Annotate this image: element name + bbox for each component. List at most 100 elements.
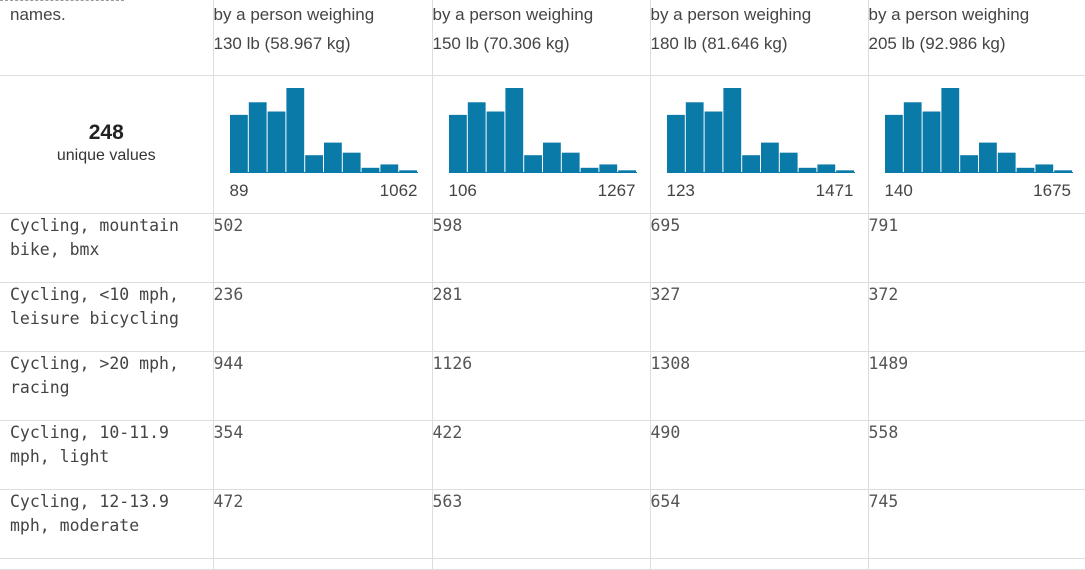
histogram-bar[interactable] xyxy=(798,167,816,171)
histogram-bar[interactable] xyxy=(685,102,703,172)
histogram-bar[interactable] xyxy=(885,114,903,171)
histogram-cell: 123 1471 xyxy=(650,75,868,213)
value-cell: 1126 xyxy=(432,351,650,420)
histogram-bar[interactable] xyxy=(667,114,685,171)
value-cell: 372 xyxy=(868,282,1085,351)
value-cell: 944 xyxy=(213,351,432,420)
value-cell: 490 xyxy=(650,420,868,489)
row-name-cell: Cycling, <10 mph, leisure bicycling xyxy=(0,282,213,351)
column-header-line1: by a person weighing xyxy=(433,0,650,29)
histogram-bar[interactable] xyxy=(361,167,379,171)
histogram-bar[interactable] xyxy=(704,111,722,171)
histogram-bar[interactable] xyxy=(903,102,921,172)
histogram-svg xyxy=(449,87,637,173)
histogram-bar[interactable] xyxy=(230,114,248,171)
value-cell: 791 xyxy=(868,213,1085,282)
row-name-cell: Cycling, 12-13.9 mph, moderate xyxy=(0,489,213,558)
histogram-bar[interactable] xyxy=(248,102,266,172)
histogram-svg xyxy=(230,87,418,173)
histogram-bar[interactable] xyxy=(761,142,779,171)
table-row[interactable]: Cycling, <10 mph, leisure bicycling 236 … xyxy=(0,282,1085,351)
value-cell: 502 xyxy=(213,213,432,282)
histogram-min-label: 89 xyxy=(230,179,249,203)
column-header-line1: by a person weighing xyxy=(214,0,432,29)
histogram-cell: 89 1062 xyxy=(213,75,432,213)
value-cell: 1308 xyxy=(650,351,868,420)
histogram-bar[interactable] xyxy=(399,170,417,172)
histogram-cell: 106 1267 xyxy=(432,75,650,213)
column-header-line2: 130 lb (58.967 kg) xyxy=(214,29,432,58)
column-header-150lb[interactable]: by a person weighing 150 lb (70.306 kg) xyxy=(432,0,650,75)
histogram-bar[interactable] xyxy=(979,142,997,171)
histogram-bar[interactable] xyxy=(960,155,978,172)
table-row[interactable]: Cycling, 10-11.9 mph, light 354 422 490 … xyxy=(0,420,1085,489)
histogram-bar[interactable] xyxy=(997,152,1015,171)
unique-caption: unique values xyxy=(0,146,213,166)
histogram-bar[interactable] xyxy=(817,164,835,172)
value-cell: 654 xyxy=(650,489,868,558)
histogram-bar[interactable] xyxy=(836,170,854,172)
histogram-bar[interactable] xyxy=(618,170,636,172)
value-cell: 558 xyxy=(868,420,1085,489)
histogram-bar[interactable] xyxy=(580,167,598,171)
column-header-names[interactable]: names. xyxy=(0,0,213,75)
row-name-cell: Cycling, >20 mph, racing xyxy=(0,351,213,420)
histogram-bar[interactable] xyxy=(449,114,467,171)
summary-row: 248 unique values 89 1062 106 1267 123 1… xyxy=(0,75,1085,213)
histogram-bar[interactable] xyxy=(486,111,504,171)
histogram-svg xyxy=(667,87,855,173)
histogram-bar[interactable] xyxy=(561,152,579,171)
histogram-bar[interactable] xyxy=(1016,167,1034,171)
value-cell: 1489 xyxy=(868,351,1085,420)
histogram-bar[interactable] xyxy=(324,142,342,171)
header-row: names. by a person weighing 130 lb (58.9… xyxy=(0,0,1085,75)
histogram-bar[interactable] xyxy=(543,142,561,171)
histogram-bar[interactable] xyxy=(380,164,398,172)
histogram-bar[interactable] xyxy=(524,155,542,172)
value-cell: 422 xyxy=(432,420,650,489)
column-header-label: names. xyxy=(10,5,66,24)
histogram-bar[interactable] xyxy=(1035,164,1053,172)
table-row[interactable]: Cycling, mountain bike, bmx 502 598 695 … xyxy=(0,213,1085,282)
value-cell: 281 xyxy=(432,282,650,351)
histogram-bar[interactable] xyxy=(922,111,940,171)
column-header-line2: 150 lb (70.306 kg) xyxy=(433,29,650,58)
table-row[interactable]: Cycling, >20 mph, racing 944 1126 1308 1… xyxy=(0,351,1085,420)
histogram-bar[interactable] xyxy=(342,152,360,171)
value-cell: 598 xyxy=(432,213,650,282)
histogram-min-label: 106 xyxy=(449,179,477,203)
histogram-bar[interactable] xyxy=(286,88,304,172)
histogram-chart[interactable] xyxy=(449,87,637,173)
column-header-line1: by a person weighing xyxy=(651,0,868,29)
value-cell: 236 xyxy=(213,282,432,351)
histogram-range: 123 1471 xyxy=(667,179,854,203)
column-header-180lb[interactable]: by a person weighing 180 lb (81.646 kg) xyxy=(650,0,868,75)
histogram-min-label: 123 xyxy=(667,179,695,203)
histogram-range: 89 1062 xyxy=(230,179,418,203)
histogram-bar[interactable] xyxy=(305,155,323,172)
histogram-chart[interactable] xyxy=(230,87,418,173)
column-header-line2: 180 lb (81.646 kg) xyxy=(651,29,868,58)
histogram-chart[interactable] xyxy=(885,87,1073,173)
histogram-bar[interactable] xyxy=(505,88,523,172)
histogram-max-label: 1267 xyxy=(598,179,636,203)
table-row[interactable]: Cycling, 12-13.9 mph, moderate 472 563 6… xyxy=(0,489,1085,558)
histogram-bar[interactable] xyxy=(941,88,959,172)
histogram-bar[interactable] xyxy=(599,164,617,172)
histogram-bar[interactable] xyxy=(779,152,797,171)
histogram-bar[interactable] xyxy=(742,155,760,172)
histogram-svg xyxy=(885,87,1073,173)
histogram-bar[interactable] xyxy=(467,102,485,172)
histogram-bar[interactable] xyxy=(1054,170,1072,172)
histogram-bar[interactable] xyxy=(723,88,741,172)
value-cell: 745 xyxy=(868,489,1085,558)
row-name-cell: Cycling, mountain bike, bmx xyxy=(0,213,213,282)
column-header-130lb[interactable]: by a person weighing 130 lb (58.967 kg) xyxy=(213,0,432,75)
value-cell: 695 xyxy=(650,213,868,282)
histogram-chart[interactable] xyxy=(667,87,855,173)
column-header-205lb[interactable]: by a person weighing 205 lb (92.986 kg) xyxy=(868,0,1085,75)
histogram-max-label: 1471 xyxy=(816,179,854,203)
histogram-bar[interactable] xyxy=(267,111,285,171)
value-cell: 354 xyxy=(213,420,432,489)
